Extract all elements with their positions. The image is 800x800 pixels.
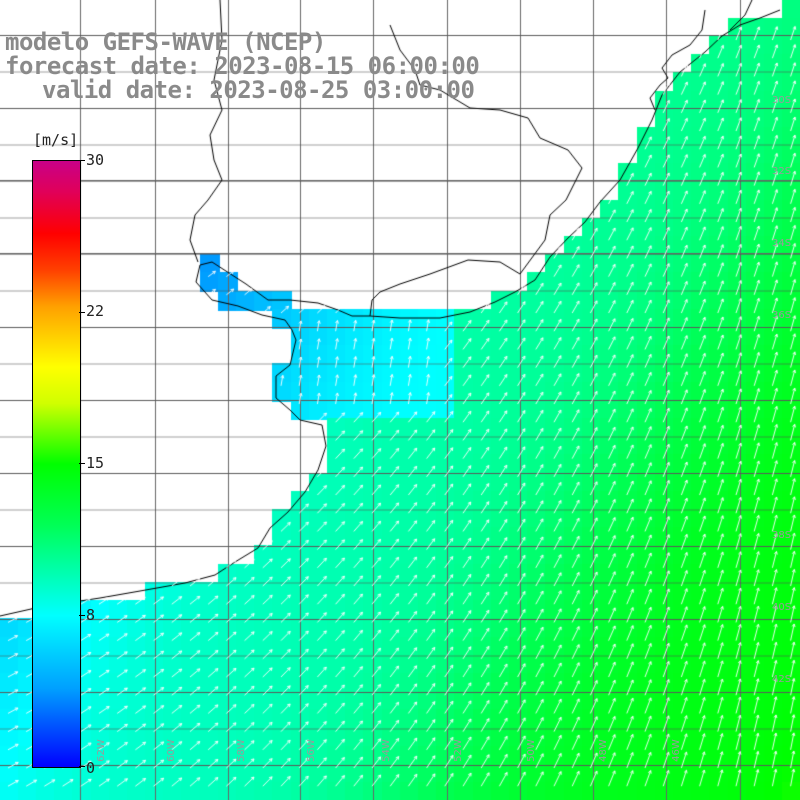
latitude-label: 38S: [772, 530, 792, 541]
colorbar-unit: [m/s]: [33, 131, 79, 149]
latitude-label: 34S: [772, 238, 792, 249]
longitude-label: 58W: [235, 739, 247, 762]
forecast-date: forecast date: 2023-08-15 06:00:00: [5, 52, 480, 80]
colorbar-tick-label: 0: [86, 759, 96, 777]
valid-date: valid date: 2023-08-25 03:00:00: [42, 76, 475, 104]
latitude-label: 36S: [772, 310, 792, 321]
colorbar-tick-mark: [79, 615, 85, 616]
title-block: modelo GEFS-WAVE (NCEP) forecast date: 2…: [5, 28, 480, 104]
colorbar-tick-mark: [79, 766, 85, 767]
colorbar-tick-mark: [79, 160, 85, 161]
longitude-label: 54W: [380, 739, 392, 762]
longitude-label: 60W: [165, 739, 177, 762]
longitude-label: 62W: [95, 739, 107, 762]
colorbar-tick-label: 15: [86, 454, 105, 472]
colorbar-tick-mark: [79, 463, 85, 464]
latitude-label: 42S: [772, 674, 792, 685]
latitude-label: 30S: [772, 95, 792, 106]
longitude-label: 46W: [670, 739, 682, 762]
longitude-label: 52W: [452, 739, 464, 762]
colorbar-tick-label: 8: [86, 606, 96, 624]
latitude-label: 40S: [772, 602, 792, 613]
colorbar-tick-mark: [79, 312, 85, 313]
colorbar: [32, 160, 81, 768]
model-title: modelo GEFS-WAVE (NCEP): [5, 28, 326, 56]
longitude-label: 56W: [305, 739, 317, 762]
colorbar-tick-label: 22: [86, 302, 105, 320]
colorbar-tick-label: 30: [86, 151, 105, 169]
longitude-label: 50W: [525, 739, 537, 762]
longitude-label: 48W: [597, 739, 609, 762]
latitude-label: 32S: [772, 166, 792, 177]
